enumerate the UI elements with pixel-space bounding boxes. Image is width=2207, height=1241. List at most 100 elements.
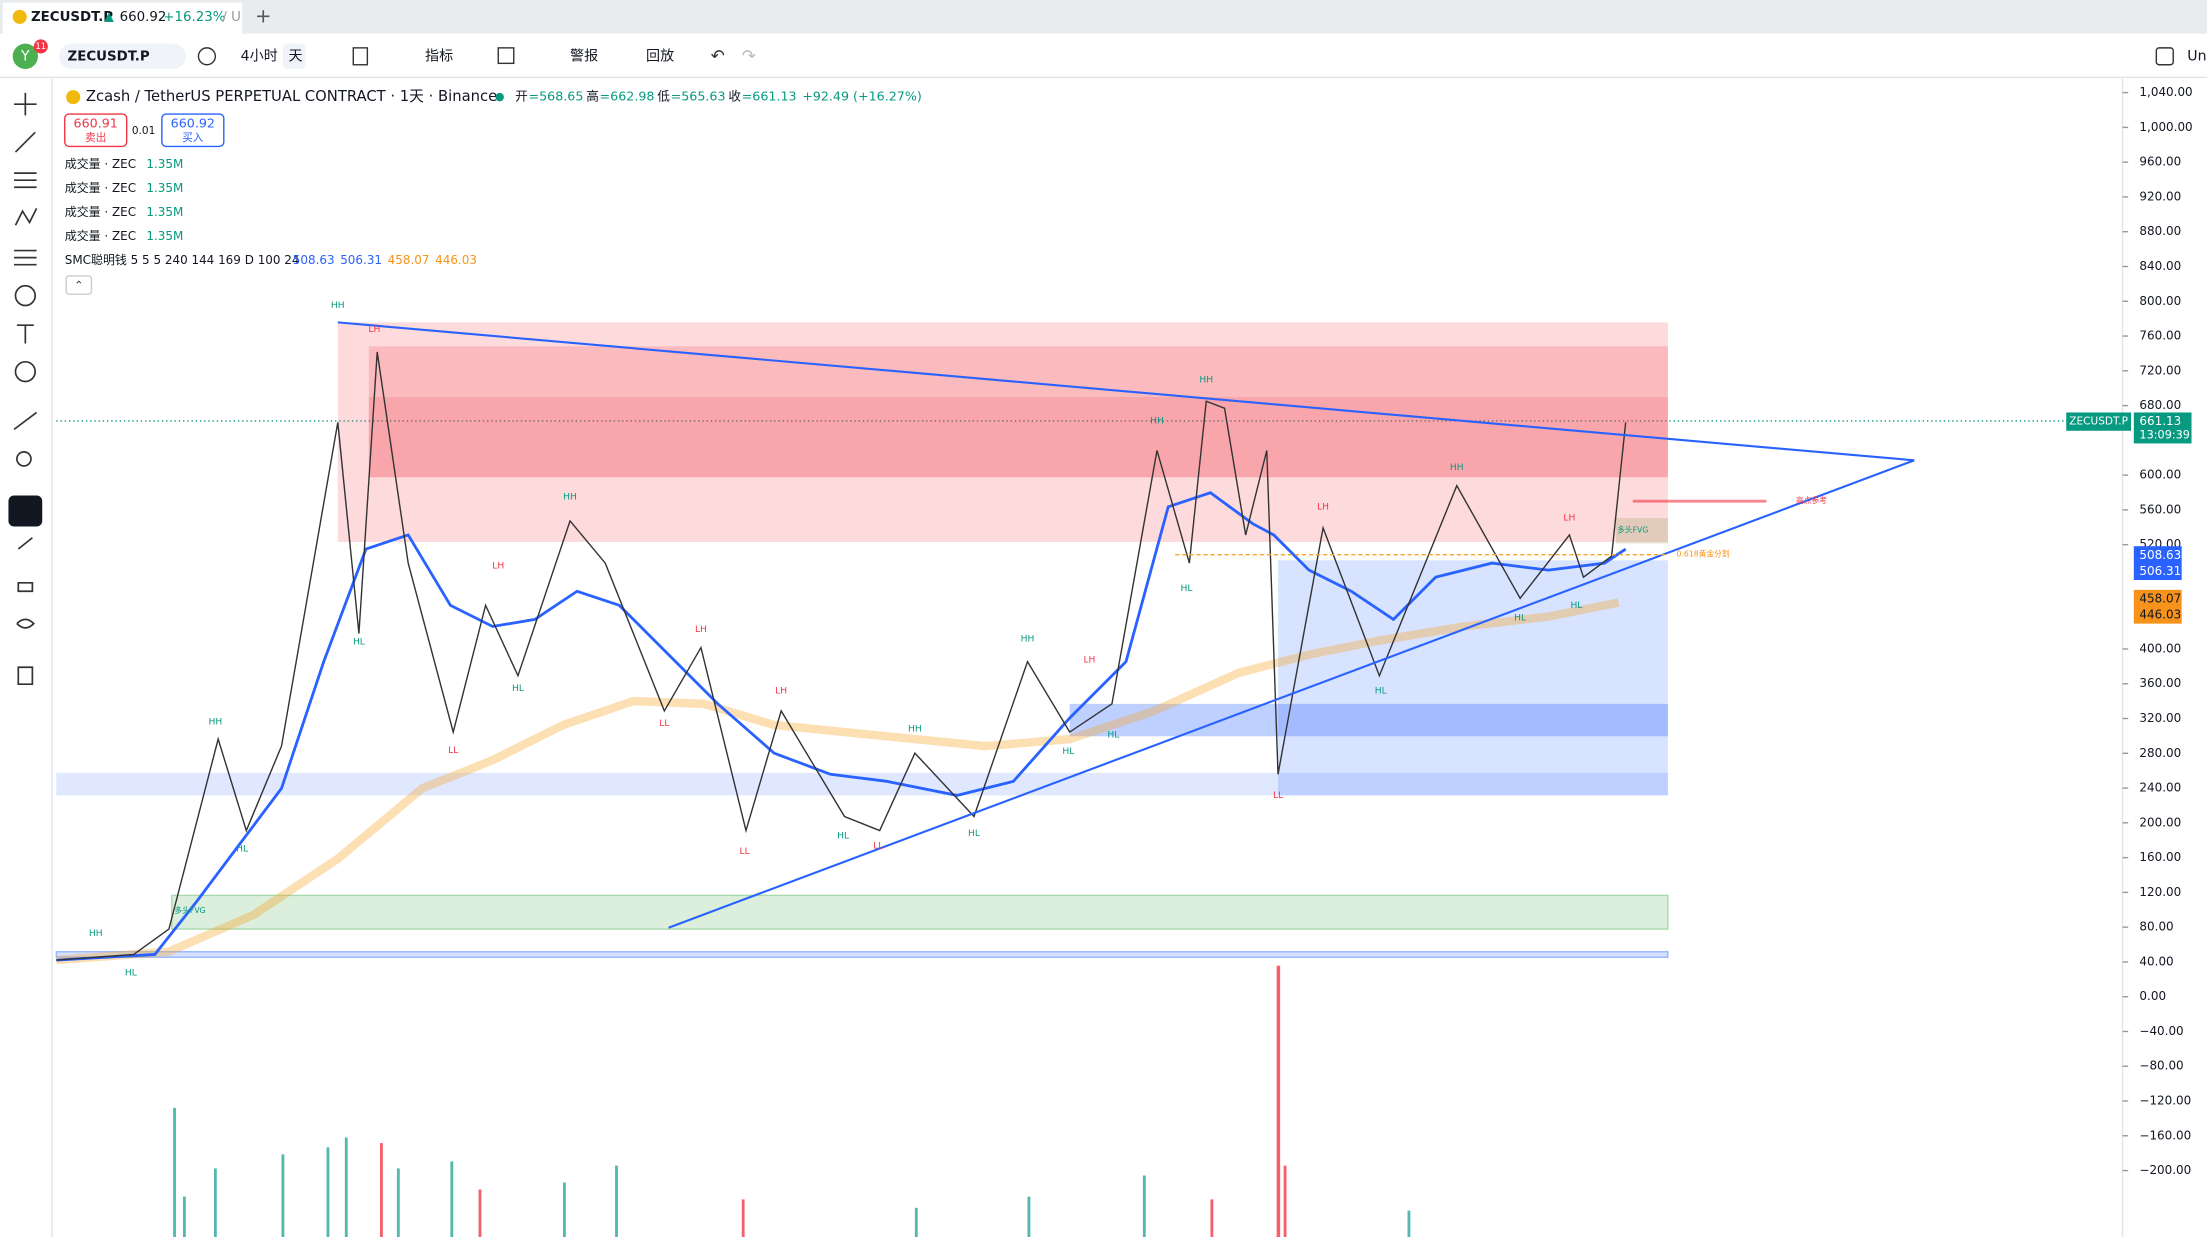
undo[interactable]: ↶ [711, 45, 725, 65]
structure-label: LH [1083, 656, 1095, 666]
demand-zone [1069, 703, 1668, 737]
collapse-button[interactable] [65, 275, 93, 295]
fib-tool[interactable] [14, 172, 37, 189]
structure-label: LH [1563, 514, 1575, 524]
indicators-button[interactable]: 指标 [425, 48, 453, 64]
ma-tag-value: 458.07 [2139, 592, 2181, 606]
sell-button[interactable] [64, 113, 128, 148]
structure-label: HH [331, 301, 345, 311]
structure-label: HL [968, 829, 981, 839]
price-tick-label: 360.00 [2139, 676, 2181, 690]
price-tick-label: 320.00 [2139, 711, 2181, 725]
layout-button[interactable] [497, 47, 515, 65]
ma-tag-value: 446.03 [2139, 608, 2181, 622]
volume-value: 1.35M [146, 157, 183, 171]
text-tool[interactable] [16, 324, 34, 344]
smc-tag-value: 506.31 [2139, 564, 2181, 578]
volume-bars [380, 965, 1287, 1238]
chart-type-button[interactable] [352, 47, 369, 66]
volume-label: 成交量 · ZEC [65, 156, 136, 171]
volume-label: 成交量 · ZEC [65, 180, 136, 195]
structure-label: HL [125, 968, 138, 978]
price-tick-label: 680.00 [2139, 398, 2181, 412]
structure-label: HH [208, 718, 222, 728]
price-tick-label: −40.00 [2139, 1024, 2183, 1038]
sell-price: 660.91 [74, 115, 118, 130]
avatar[interactable] [12, 43, 39, 69]
checkbox[interactable] [2155, 47, 2174, 66]
price-tick-label: 600.00 [2139, 468, 2181, 482]
price-tick-label: 80.00 [2139, 920, 2173, 934]
magnet-tool[interactable] [8, 495, 43, 527]
ruler-tool[interactable] [13, 411, 38, 431]
structure-label: HL [1062, 747, 1075, 757]
structure-label: HL [1570, 601, 1583, 611]
interval[interactable]: 4小时 [241, 48, 278, 64]
structure-label: HL [1181, 584, 1194, 594]
ohlc-label: 低 [657, 89, 670, 104]
tab-bar [0, 0, 2207, 34]
period: 天 [289, 48, 303, 64]
price-trace [56, 351, 1627, 961]
structure-label: HL [353, 637, 366, 647]
zoom-tool[interactable] [16, 451, 32, 467]
legend-title: Zcash / TetherUS PERPETUAL CONTRACT · 1天… [86, 88, 497, 105]
smc-tag [2133, 546, 2182, 580]
ohlc-label: 开 [515, 89, 528, 104]
price-tick-label: 200.00 [2139, 815, 2181, 829]
smc-value: 506.31 [340, 253, 382, 267]
new-tab[interactable]: + [255, 4, 271, 27]
smc-label: SMC聪明钱 5 5 5 240 144 169 D 100 24 [65, 252, 300, 267]
price-tick-label: 1,040.00 [2139, 85, 2192, 99]
shape-tool[interactable] [14, 284, 37, 307]
symbol-tag [2066, 412, 2131, 431]
symbol-search[interactable] [59, 43, 186, 69]
price-tick-label: 560.00 [2139, 502, 2181, 516]
tab-change: +16.23% [163, 10, 225, 25]
price-tick-label: 0.00 [2139, 989, 2166, 1003]
buy-button[interactable] [161, 113, 225, 148]
pattern-tool[interactable] [14, 207, 38, 226]
replay-button[interactable]: 回放 [646, 48, 674, 64]
structure-label: HH [1199, 376, 1213, 386]
collapse-icon: ⌃ [74, 279, 83, 292]
forecast-tool[interactable] [14, 249, 37, 266]
tab-price: 660.92 [120, 10, 167, 25]
supply-zone [337, 322, 1668, 542]
volume-value: 1.35M [146, 229, 183, 243]
line-tool[interactable] [14, 131, 36, 153]
structure-label: LL [1273, 791, 1284, 801]
tab[interactable] [2, 2, 243, 34]
market-status [495, 92, 504, 102]
emoji-tool[interactable] [14, 360, 37, 383]
redo[interactable]: ↷ [742, 45, 756, 65]
crosshair-tool[interactable] [14, 92, 37, 116]
structure-label: LL [739, 847, 750, 857]
ohlc-value: =568.65 [529, 89, 584, 104]
alert-button[interactable]: 警报 [570, 48, 598, 64]
structure-label: LL [873, 842, 884, 852]
misc-tools[interactable] [16, 537, 35, 686]
compare-button[interactable] [197, 47, 217, 66]
price-tick-label: 160.00 [2139, 850, 2181, 864]
price-tick-label: 840.00 [2139, 259, 2181, 273]
ohlc-value: =661.13 [742, 89, 797, 104]
price-tick-label: 960.00 [2139, 155, 2181, 169]
smc-value: 446.03 [435, 253, 477, 267]
volume-label: 成交量 · ZEC [65, 204, 136, 219]
buy-label: 买入 [182, 132, 204, 144]
ohlc-value: =662.98 [600, 89, 655, 104]
volume-value: 1.35M [146, 181, 183, 195]
tab-arrow: ▲ [104, 8, 114, 23]
countdown: 13:09:39 [2139, 429, 2190, 442]
structure-label: LH [775, 687, 787, 697]
structure-label: HL [1514, 614, 1527, 624]
demand-zone [1278, 560, 1668, 796]
structure-label: HH [908, 725, 922, 735]
price-tick-label: 880.00 [2139, 224, 2181, 238]
price-tick-label: 920.00 [2139, 189, 2181, 203]
period-button[interactable] [282, 43, 306, 69]
last-price-tag [2133, 412, 2192, 444]
price-tick-label: −200.00 [2139, 1163, 2191, 1177]
tab-symbol: ZECUSDT.P [31, 10, 113, 25]
